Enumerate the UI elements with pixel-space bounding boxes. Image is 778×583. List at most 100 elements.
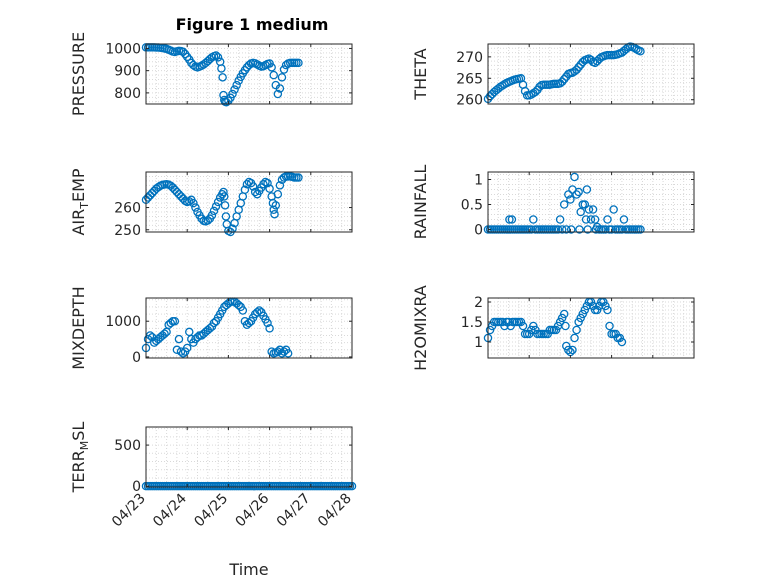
data-point	[555, 317, 565, 327]
y-tick-label: 1000	[105, 41, 141, 57]
data-point	[562, 341, 571, 351]
data-point	[518, 321, 528, 331]
panel-air-temp: 250 260 AIRTEMP	[69, 168, 353, 239]
grid	[487, 43, 695, 105]
data-point	[588, 205, 598, 214]
data-point	[271, 201, 281, 210]
y-tick-label: 260	[456, 93, 483, 109]
data-point	[592, 305, 602, 315]
data-point	[160, 329, 169, 338]
data-point	[636, 225, 645, 234]
data-point	[244, 318, 254, 328]
axes-box	[487, 43, 695, 105]
data-point	[576, 207, 585, 217]
y-axis-label: AIRTEMP	[69, 168, 91, 235]
data-point	[527, 325, 536, 335]
data-point	[605, 321, 614, 331]
y-tick-label: 0	[474, 223, 483, 239]
data-point	[527, 225, 536, 234]
data-point	[566, 225, 576, 234]
data-point	[279, 65, 289, 74]
data-point	[617, 225, 627, 234]
data-point	[189, 198, 198, 208]
data-point	[601, 301, 610, 311]
data-point	[172, 345, 182, 355]
panel-pressure: 800 900 1000 PRESSURE	[69, 32, 353, 116]
data-point	[209, 206, 219, 216]
data-point	[213, 53, 223, 62]
data-point	[294, 58, 303, 68]
data-point	[217, 64, 226, 73]
y-tick-label: 1000	[105, 314, 141, 330]
data-point	[586, 215, 596, 224]
data-point	[609, 205, 618, 214]
y-axis-label: RAINFALL	[411, 165, 430, 240]
data-point	[259, 179, 268, 189]
data-point	[182, 343, 192, 353]
y-axis-label: H2OMIXRA	[411, 285, 430, 371]
data-point	[265, 324, 274, 333]
data-point	[632, 44, 641, 54]
data-point	[531, 87, 540, 97]
data-point	[559, 309, 569, 319]
data-point	[185, 197, 194, 206]
data-point	[559, 200, 569, 209]
y-tick-label: 1	[474, 173, 483, 189]
data-point	[504, 317, 513, 327]
data-point	[145, 331, 155, 340]
data-point	[267, 63, 276, 72]
panel-mixdepth: 0 1000 MIXDEPTH	[69, 286, 353, 370]
data-point	[617, 337, 627, 347]
data-point	[619, 215, 629, 224]
data-point	[583, 225, 592, 234]
data-point	[240, 185, 250, 195]
data-point	[564, 345, 573, 355]
data-point	[603, 215, 612, 224]
data-point	[191, 203, 200, 212]
data-point	[174, 334, 184, 344]
data-point	[248, 182, 258, 191]
data-point	[568, 345, 577, 355]
axes-box	[145, 43, 353, 105]
grid	[145, 43, 353, 104]
data-point	[273, 347, 283, 356]
data-point	[219, 187, 228, 197]
data-point	[203, 216, 213, 225]
panel-terr-msl: 0 500 TERRMSL 04/23 04/24 04/25 04/26 04/27 04/2…	[69, 422, 357, 579]
data-point	[265, 184, 274, 193]
series-rainfall	[483, 172, 645, 234]
data-point	[529, 215, 538, 224]
data-point	[574, 317, 583, 327]
data-point	[218, 73, 227, 82]
data-point	[263, 178, 272, 188]
data-point	[566, 195, 575, 204]
data-point	[572, 190, 581, 199]
data-point	[574, 187, 583, 197]
data-point	[166, 318, 175, 328]
y-tick-label: 0	[132, 479, 141, 495]
data-point	[234, 300, 243, 310]
data-point	[607, 225, 616, 234]
x-tick-label: 04/27	[274, 491, 314, 531]
data-point	[580, 200, 590, 209]
data-point	[213, 197, 223, 207]
data-point	[263, 318, 272, 328]
grid	[145, 427, 353, 487]
figure-title: Figure 1 medium	[176, 15, 329, 34]
data-point	[576, 313, 585, 323]
data-point	[211, 202, 221, 211]
y-tick-label: 1	[474, 335, 483, 351]
data-point	[250, 187, 260, 197]
axes-box	[145, 426, 353, 488]
data-point	[553, 225, 563, 234]
data-point	[267, 347, 276, 356]
data-point	[275, 181, 285, 190]
data-point	[238, 306, 248, 315]
data-point	[294, 173, 303, 182]
data-point	[275, 84, 285, 93]
data-point	[516, 317, 526, 327]
axes-box	[145, 297, 353, 359]
series-air-temp	[141, 172, 303, 237]
data-point	[581, 215, 591, 224]
